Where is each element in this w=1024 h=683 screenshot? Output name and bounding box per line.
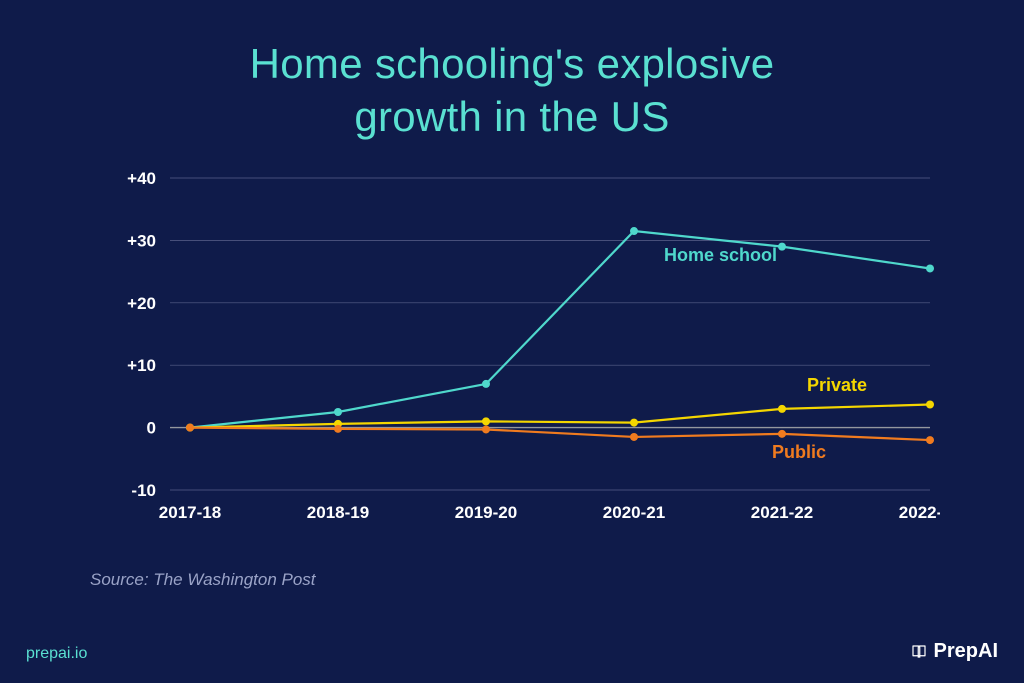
- chart-svg: -10 0 +10 +20 +30 +40 2017-18 2018-19 2019-20 202…: [90, 170, 940, 540]
- x-tick-label: 2017-18: [159, 503, 221, 522]
- series-line-public: [190, 428, 930, 440]
- series-marker: [778, 405, 786, 413]
- series-marker: [630, 433, 638, 441]
- brand-logo: PrepAI: [910, 640, 998, 663]
- x-tick-label: 2019-20: [455, 503, 517, 522]
- series-marker: [186, 424, 194, 432]
- y-tick-label: 0: [147, 419, 156, 438]
- series-marker: [482, 380, 490, 388]
- chart-page: Home schooling's explosivegrowth in the …: [0, 0, 1024, 683]
- y-tick-label: +20: [127, 294, 156, 313]
- x-tick-label: 2021-22: [751, 503, 813, 522]
- y-tick-label: -10: [131, 481, 156, 500]
- x-tick-label: 2018-19: [307, 503, 369, 522]
- line-chart: -10 0 +10 +20 +30 +40 2017-18 2018-19 2019-20 202…: [90, 170, 940, 540]
- y-tick-label: +40: [127, 170, 156, 188]
- series-label-home-school: Home school: [664, 245, 777, 265]
- book-icon: [910, 643, 928, 661]
- source-attribution: Source: The Washington Post: [90, 570, 316, 590]
- brand-url: prepai.io: [26, 645, 87, 663]
- series-marker: [334, 425, 342, 433]
- series-marker: [630, 419, 638, 427]
- y-tick-label: +10: [127, 356, 156, 375]
- y-tick-label: +30: [127, 231, 156, 250]
- brand-name: PrepAI: [934, 640, 998, 663]
- page-title: Home schooling's explosivegrowth in the …: [0, 38, 1024, 143]
- series-marker: [482, 425, 490, 433]
- series-marker: [926, 264, 934, 272]
- series-marker: [778, 243, 786, 251]
- series-line-home-school: [190, 231, 930, 428]
- series-marker: [482, 417, 490, 425]
- x-tick-label: 2020-21: [603, 503, 665, 522]
- x-tick-label: 2022-23: [899, 503, 940, 522]
- series-marker: [334, 408, 342, 416]
- series-marker: [778, 430, 786, 438]
- series-marker: [926, 401, 934, 409]
- series-marker: [630, 227, 638, 235]
- series-marker: [926, 436, 934, 444]
- series-label-public: Public: [772, 442, 826, 462]
- series-label-private: Private: [807, 375, 867, 395]
